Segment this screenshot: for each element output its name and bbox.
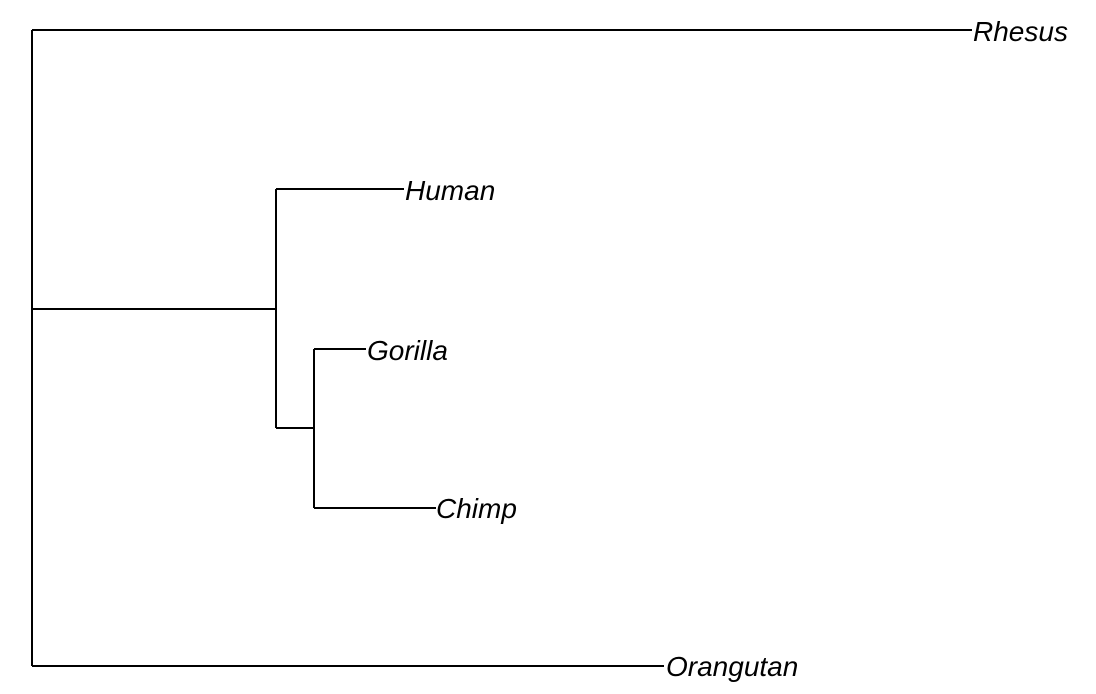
tip-label-rhesus: Rhesus bbox=[973, 16, 1068, 47]
tip-label-orangutan: Orangutan bbox=[666, 651, 798, 682]
tip-label-chimp: Chimp bbox=[436, 493, 517, 524]
tip-label-human: Human bbox=[405, 175, 495, 206]
tip-label-gorilla: Gorilla bbox=[367, 335, 448, 366]
